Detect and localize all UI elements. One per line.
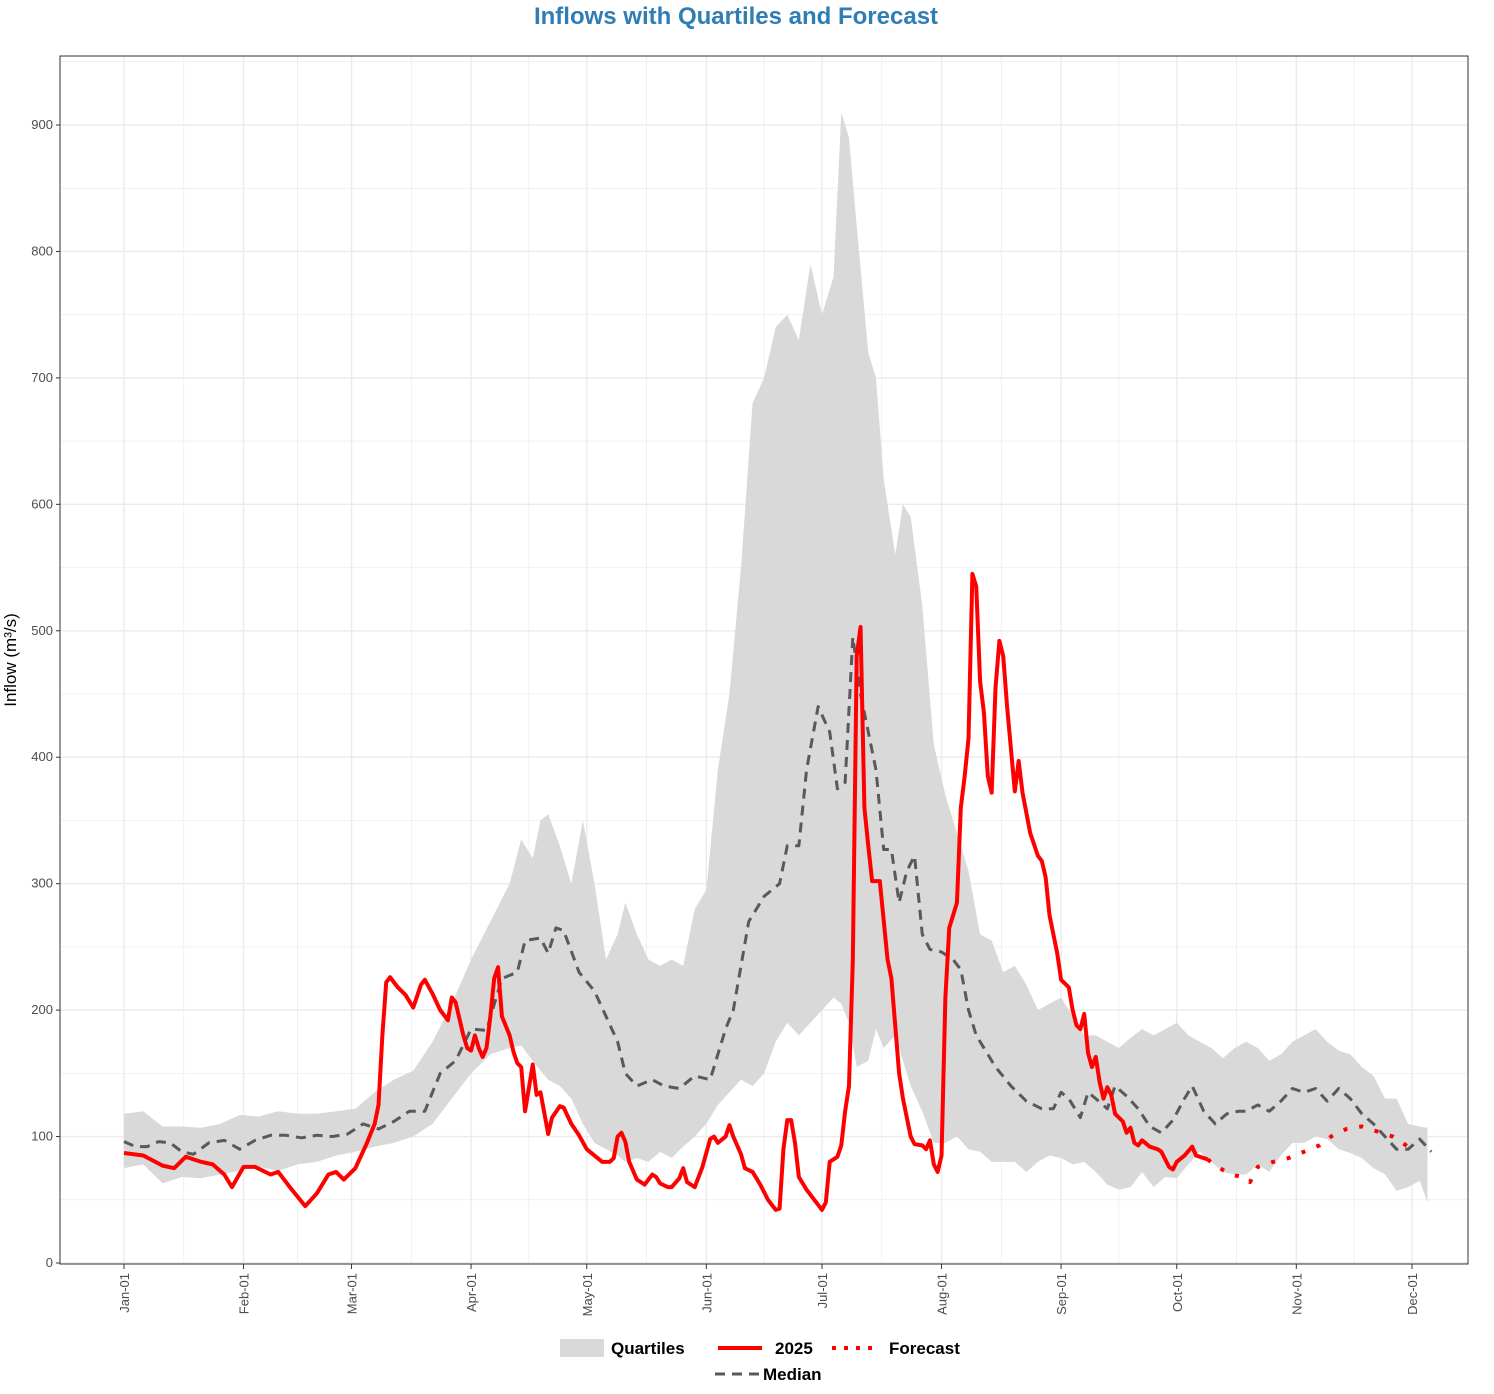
forecast-line (1206, 1124, 1418, 1185)
legend-quartiles-label: Quartiles (611, 1339, 685, 1358)
y-tick-label: 400 (31, 749, 53, 764)
y-tick-label: 300 (31, 876, 53, 891)
y-tick-label: 700 (31, 370, 53, 385)
x-tick-label: Jan-01 (117, 1273, 132, 1313)
legend: Quartiles 2025 Forecast Median (560, 1339, 960, 1384)
y-axis-label: Inflow (m³/s) (1, 613, 20, 707)
x-tick-label: Oct-01 (1170, 1273, 1185, 1312)
y-tick-label: 900 (31, 117, 53, 132)
y-tick-label: 200 (31, 1002, 53, 1017)
x-axis: Jan-01 Feb-01 Mar-01 Apr-01 May-01 Jun-01 Jul-… (117, 1264, 1420, 1316)
y-tick-label: 100 (31, 1129, 53, 1144)
x-tick-label: Dec-01 (1405, 1273, 1420, 1315)
x-tick-label: Jul-01 (815, 1273, 830, 1308)
legend-forecast-label: Forecast (889, 1339, 960, 1358)
quartiles-band (124, 112, 1428, 1203)
y-tick-label: 500 (31, 623, 53, 638)
x-tick-label: Mar-01 (345, 1273, 360, 1314)
plot-panel-border (59, 55, 1469, 1265)
x-tick-label: Aug-01 (935, 1273, 950, 1315)
x-tick-label: Nov-01 (1289, 1273, 1304, 1315)
x-tick-label: Feb-01 (237, 1273, 252, 1314)
x-tick-label: Jun-01 (699, 1273, 714, 1313)
y-tick-label: 600 (31, 496, 53, 511)
y-tick-label: 800 (31, 243, 53, 258)
legend-quartiles-swatch (560, 1339, 604, 1357)
chart-title: Inflows with Quartiles and Forecast (534, 3, 938, 30)
plot-marks (123, 112, 1433, 1212)
y-tick-label: 0 (46, 1255, 53, 1270)
x-tick-label: Sep-01 (1054, 1273, 1069, 1315)
x-tick-label: May-01 (580, 1273, 595, 1316)
x-tick-label: Apr-01 (464, 1273, 479, 1312)
legend-median-label: Median (763, 1365, 822, 1384)
series-2025-line (123, 571, 1209, 1212)
legend-2025-label: 2025 (775, 1339, 813, 1358)
y-axis: 0 100 200 300 400 500 600 700 800 900 (31, 117, 60, 1270)
